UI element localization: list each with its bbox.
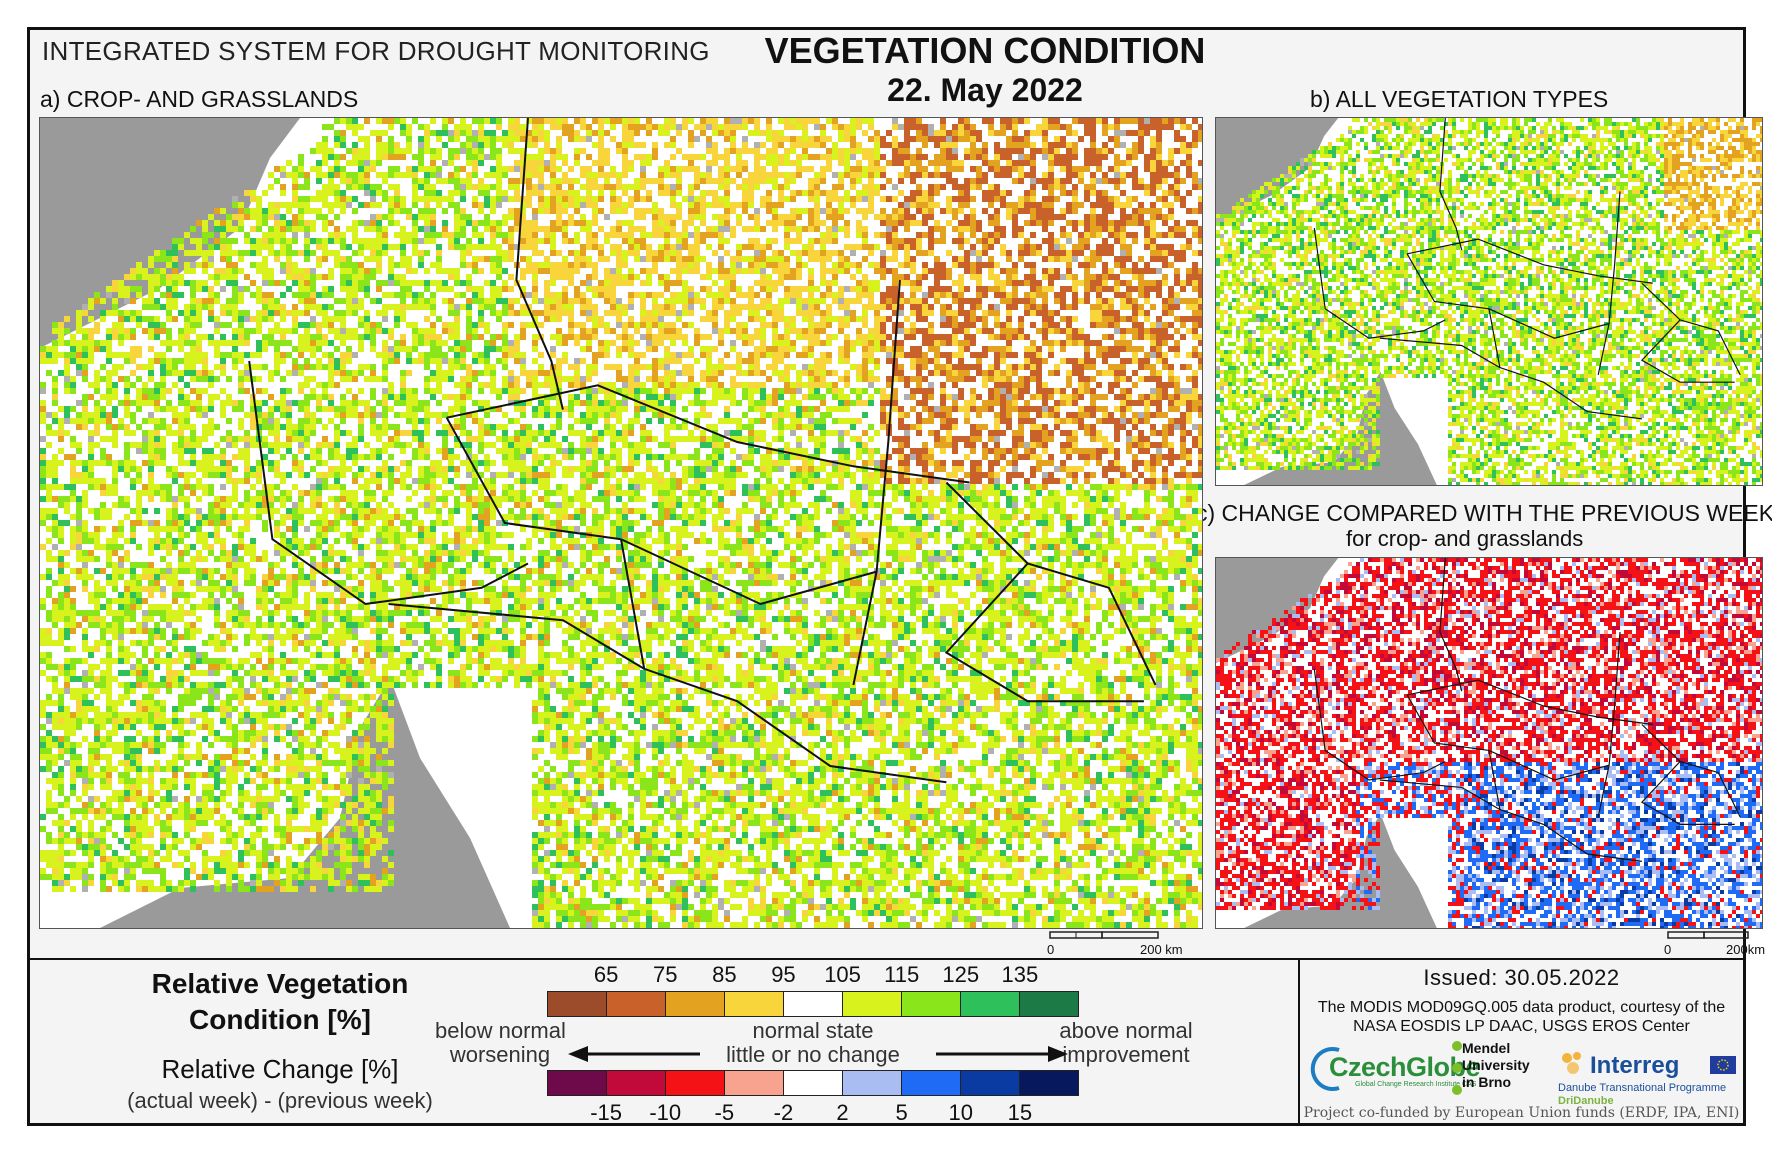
map-crop-grasslands xyxy=(39,117,1203,929)
legend-tick-label: -15 xyxy=(590,1100,622,1126)
main-title: VEGETATION CONDITION xyxy=(690,30,1280,72)
rvc-title-line1: Relative Vegetation xyxy=(125,968,435,1000)
rc-colorbar xyxy=(547,1070,1079,1096)
issued-date: Issued: 30.05.2022 xyxy=(1300,965,1743,991)
arrow-right-icon xyxy=(1048,1046,1068,1062)
eu-flag-icon xyxy=(1710,1056,1736,1074)
rvc-colorbar xyxy=(547,991,1079,1017)
legend-tick-label: 2 xyxy=(836,1100,848,1126)
czechglobe-logo: CzechGlobe Global Change Research Instit… xyxy=(1310,1047,1481,1091)
dridanube-label: DriDanube xyxy=(1558,1095,1614,1107)
map-b-canvas xyxy=(1216,118,1762,485)
legend-arrows xyxy=(568,1046,1068,1062)
figure-frame: INTEGRATED SYSTEM FOR DROUGHT MONITORING… xyxy=(27,27,1772,1128)
legend-tick-label: -10 xyxy=(649,1100,681,1126)
legend-tick-label: 15 xyxy=(1008,1100,1032,1126)
arrow-left-icon xyxy=(568,1046,588,1062)
legend-tick-label: 125 xyxy=(942,962,979,988)
legend-swatch xyxy=(902,1071,961,1095)
panel-c-label: c) CHANGE COMPARED WITH THE PREVIOUS WEE… xyxy=(1196,500,1772,527)
scale-main-end: 200 km xyxy=(1140,942,1183,957)
legend-left-line2: worsening xyxy=(435,1042,565,1068)
legend-tick-label: 75 xyxy=(653,962,677,988)
legend-swatch xyxy=(666,992,725,1016)
data-credit: The MODIS MOD09GQ.005 data product, cour… xyxy=(1300,998,1743,1036)
rc-title: Relative Change [%] xyxy=(125,1054,435,1085)
funding-note: Project co-funded by European Union fund… xyxy=(1300,1105,1743,1121)
legend-right-line2: improvement xyxy=(1056,1042,1196,1068)
legend-swatch xyxy=(902,992,961,1016)
legend-swatch xyxy=(607,1071,666,1095)
panel-b-label: b) ALL VEGETATION TYPES xyxy=(1310,86,1608,113)
legend-right-line1: above normal xyxy=(1056,1018,1196,1044)
interreg-subtitle: Danube Transnational Programme xyxy=(1558,1082,1726,1094)
legend-tick-label: 105 xyxy=(824,962,861,988)
map-a-canvas xyxy=(40,118,1202,928)
legend-mid-line2: little or no change xyxy=(713,1042,913,1068)
legend-swatch xyxy=(725,992,784,1016)
interreg-logo: Interreg xyxy=(1590,1052,1679,1080)
legend-tick-label: 5 xyxy=(896,1100,908,1126)
legend-tick-label: 85 xyxy=(712,962,736,988)
legend-swatch xyxy=(1020,992,1078,1016)
interreg-star-icon xyxy=(1562,1052,1581,1074)
legend-tick-label: 65 xyxy=(594,962,618,988)
legend-mid-line1: normal state xyxy=(713,1018,913,1044)
legend-swatch xyxy=(843,1071,902,1095)
date-label: 22. May 2022 xyxy=(690,72,1280,109)
panel-c-sublabel: for crop- and grasslands xyxy=(1346,526,1583,552)
map-all-vegetation xyxy=(1215,117,1763,486)
legend-tick-label: 115 xyxy=(884,962,919,988)
legend-swatch xyxy=(784,1071,843,1095)
legend-swatch xyxy=(607,992,666,1016)
legend-swatch xyxy=(548,992,607,1016)
scale-small-zero: 0 xyxy=(1664,942,1671,957)
legend-swatch xyxy=(1020,1071,1078,1095)
legend-tick-label: 135 xyxy=(1002,962,1039,988)
legend-tick-label: -2 xyxy=(774,1100,794,1126)
system-title: INTEGRATED SYSTEM FOR DROUGHT MONITORING xyxy=(42,36,710,67)
legend-left-line1: below normal xyxy=(435,1018,566,1044)
map-c-canvas xyxy=(1216,558,1762,928)
scale-bar-main: 0 200 km xyxy=(1040,930,1183,957)
mendel-dots-icon xyxy=(1452,1041,1462,1095)
legend-swatch xyxy=(843,992,902,1016)
legend-tick-label: -5 xyxy=(715,1100,735,1126)
mendel-university-logo: Mendel University in Brno xyxy=(1462,1040,1542,1091)
legend-swatch xyxy=(548,1071,607,1095)
legend-section xyxy=(30,958,1743,1128)
legend-tick-label: 10 xyxy=(949,1100,973,1126)
legend-divider xyxy=(1298,958,1300,1126)
legend-tick-label: 95 xyxy=(771,962,795,988)
panel-a-label: a) CROP- AND GRASSLANDS xyxy=(40,86,358,113)
legend-swatch xyxy=(666,1071,725,1095)
legend-swatch xyxy=(961,1071,1020,1095)
rc-subtitle: (actual week) - (previous week) xyxy=(125,1088,435,1114)
scale-bar-small: 0 200km xyxy=(1660,930,1765,957)
legend-swatch xyxy=(961,992,1020,1016)
rvc-title-line2: Condition [%] xyxy=(125,1004,435,1036)
scale-main-zero: 0 xyxy=(1047,942,1054,957)
legend-swatch xyxy=(784,992,843,1016)
legend-swatch xyxy=(725,1071,784,1095)
scale-small-end: 200km xyxy=(1726,942,1765,957)
map-weekly-change xyxy=(1215,557,1763,929)
